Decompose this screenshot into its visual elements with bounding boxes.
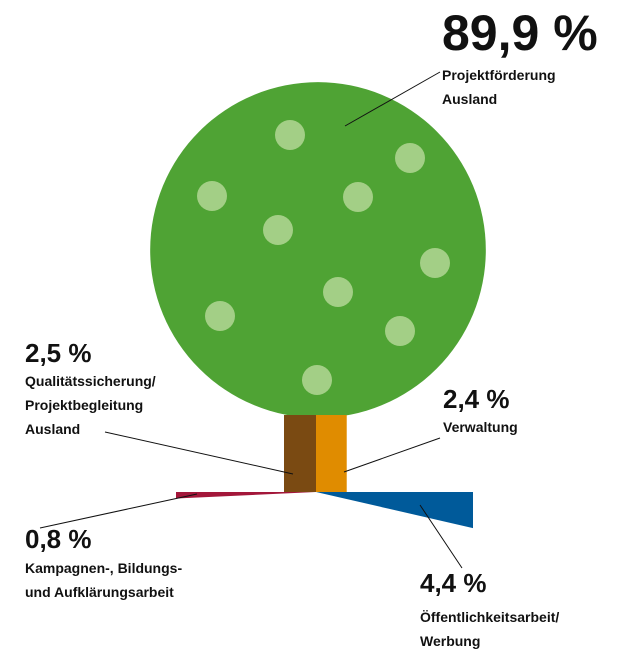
canopy-dot (263, 215, 293, 245)
category-label: Kampagnen-, Bildungs- (25, 560, 182, 576)
leader-line (419, 504, 463, 569)
canopy-dot (275, 120, 305, 150)
leader-line (343, 437, 441, 473)
leader-lines (39, 71, 463, 569)
value-label: 89,9 % (442, 5, 598, 61)
category-label: Werbung (420, 633, 480, 649)
value-label: 2,5 % (25, 338, 92, 368)
category-label: und Aufklärungsarbeit (25, 584, 174, 600)
canopy-dot (420, 248, 450, 278)
value-label: 4,4 % (420, 568, 487, 598)
value-label: 0,8 % (25, 524, 92, 554)
root-left (176, 492, 316, 499)
canopy-dot (323, 277, 353, 307)
canopy-dot (385, 316, 415, 346)
canopy-dot (343, 182, 373, 212)
trunk-right (316, 415, 347, 492)
canopy-dot (197, 181, 227, 211)
category-label: Verwaltung (443, 419, 518, 435)
value-label: 2,4 % (443, 384, 510, 414)
category-label: Projektbegleitung (25, 397, 143, 413)
trunk-left (284, 415, 316, 492)
leader-line (104, 431, 294, 475)
root-right (316, 492, 473, 529)
category-label: Ausland (442, 91, 497, 107)
category-label: Projektförderung (442, 67, 556, 83)
leader-line (344, 71, 441, 127)
category-label: Ausland (25, 421, 80, 437)
canopy-dot (302, 365, 332, 395)
tree (150, 82, 486, 529)
category-label: Öffentlichkeitsarbeit/ (420, 609, 559, 625)
leader-line (39, 493, 198, 529)
canopy-dot (205, 301, 235, 331)
category-label: Qualitätssicherung/ (25, 373, 156, 389)
canopy-dot (395, 143, 425, 173)
